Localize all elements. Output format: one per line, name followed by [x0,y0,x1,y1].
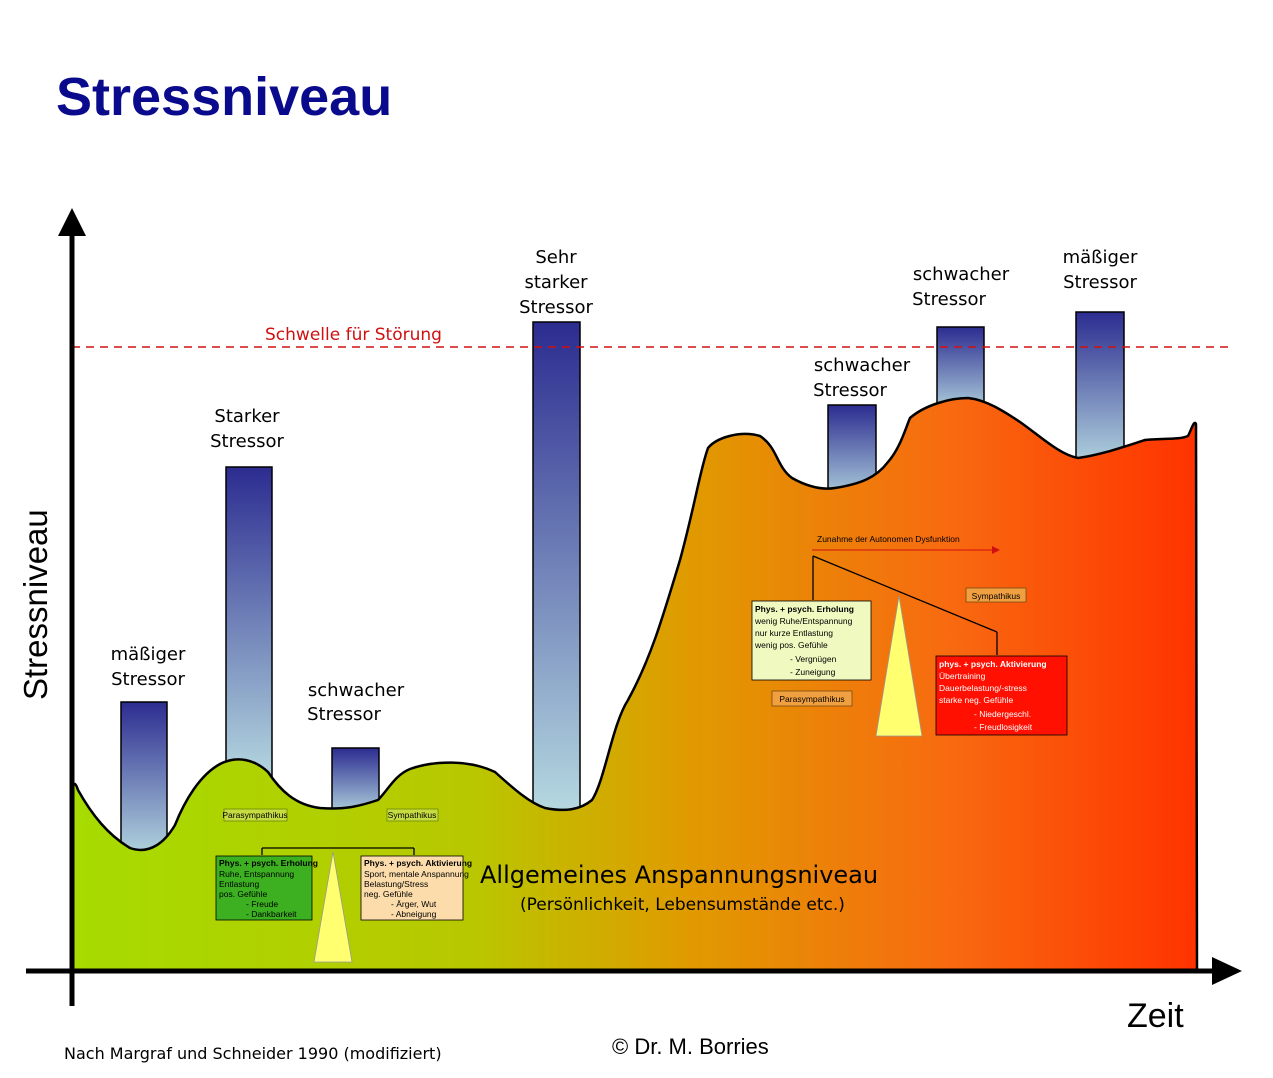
right-red-line-3: Dauerbelastung/-stress [939,683,1027,693]
right-sym-label: Sympathikus [972,591,1021,601]
baseline-sublabel: (Persönlichkeit, Lebensumstände etc.) [520,895,845,915]
y-axis-arrow-icon [58,208,86,236]
stressor-label-5a: schwacher [814,355,911,376]
stressor-label-3b: Stressor [307,704,381,725]
right-red-line-1: phys. + psych. Aktivierung [939,659,1047,669]
baseline-label: Allgemeines Anspannungsniveau [480,861,878,889]
stressor-label-5b: Stressor [813,380,887,401]
left-orange-line-6: - Abneigung [391,909,437,919]
right-green-line-1: Phys. + psych. Erholung [755,604,854,614]
left-orange-line-1: Phys. + psych. Aktivierung [364,858,472,868]
right-red-line-2: Übertraining [939,671,986,681]
page-title: Stressniveau [56,67,392,127]
footer-source: Nach Margraf und Schneider 1990 (modifiz… [64,1044,442,1063]
right-green-line-4: wenig pos. Gefühle [754,640,828,650]
left-orange-line-4: neg. Gefühle [364,889,413,899]
tension-area [70,396,1199,972]
stressor-label-1b: Stressor [111,669,185,690]
left-balance: Parasympathikus Sympathikus Phys. + psyc… [215,808,472,963]
y-axis-label: Stressniveau [17,509,54,700]
left-green-line-2: Ruhe, Entspannung [219,869,294,879]
left-sym-label: Sympathikus [388,810,437,820]
stressor-label-3a: schwacher [308,680,405,701]
stressor-label-2b: Stressor [210,431,284,452]
stressor-label-7a: mäßiger [1063,247,1138,268]
stressor-label-1a: mäßiger [111,644,186,665]
threshold-label: Schwelle für Störung [265,325,442,345]
stressor-label-4b: starker [524,272,588,293]
right-green-line-5: - Vergnügen [790,654,837,664]
stressor-bar-1 [120,701,168,863]
stressor-label-6b: Stressor [912,289,986,310]
right-parasym-label: Parasympathikus [779,694,844,704]
right-red-line-6: - Freudlosigkeit [974,722,1033,732]
left-parasym-label: Parasympathikus [222,810,287,820]
left-green-line-3: Entlastung [219,879,259,889]
right-arrow-icon [992,546,1000,554]
right-fulcrum [875,595,923,737]
right-green-line-6: - Zuneigung [790,667,836,677]
right-red-line-5: - Niedergeschl. [974,709,1031,719]
left-orange-line-3: Belastung/Stress [364,879,428,889]
left-orange-line-2: Sport, mentale Anspannung [364,869,469,879]
stressor-label-4c: Stressor [519,297,593,318]
stressor-bar-4 [532,321,581,823]
right-green-line-3: nur kurze Entlastung [755,628,833,638]
left-fulcrum [313,851,353,963]
stressor-label-6a: schwacher [913,264,1010,285]
left-orange-line-5: - Ärger, Wut [391,899,437,909]
right-balance: Zunahme der Autonomen Dysfunktion Sympat… [751,534,1068,737]
left-green-line-5: - Freude [246,899,278,909]
left-green-line-4: pos. Gefühle [219,889,267,899]
left-green-line-6: - Dankbarkeit [246,909,297,919]
stressor-label-7b: Stressor [1063,272,1137,293]
left-green-line-1: Phys. + psych. Erholung [219,858,318,868]
right-arrow-label: Zunahme der Autonomen Dysfunktion [817,534,960,544]
stressor-label-4a: Sehr [535,247,577,268]
stressor-bar-7 [1075,311,1125,473]
x-axis-label: Zeit [1127,997,1184,1035]
footer-copyright: © Dr. M. Borries [612,1034,769,1059]
right-green-line-2: wenig Ruhe/Entspannung [754,616,853,626]
stressor-label-2a: Starker [214,406,280,427]
x-axis-arrow-icon [1212,957,1242,985]
right-red-line-4: starke neg. Gefühle [939,695,1013,705]
stressor-bar-2 [225,466,273,788]
